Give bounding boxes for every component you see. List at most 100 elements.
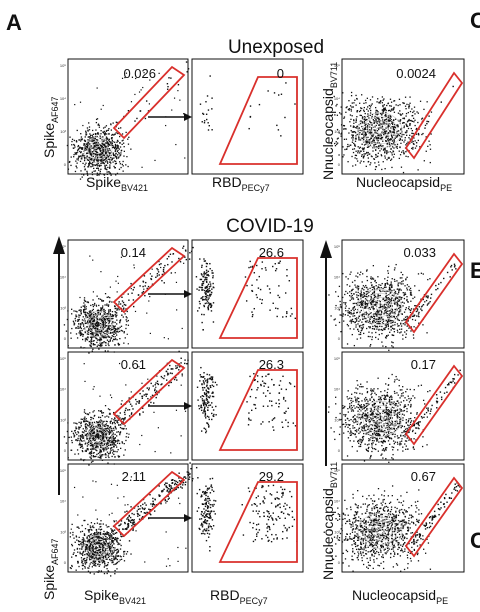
event-dot [99, 449, 101, 451]
event-dot [363, 315, 365, 318]
event-dot [291, 313, 293, 315]
event-dot [396, 441, 399, 443]
event-dot [371, 115, 373, 118]
event-dot [105, 139, 107, 142]
event-dot [100, 153, 102, 155]
event-dot [83, 297, 86, 299]
event-dot [95, 144, 97, 146]
event-dot [363, 294, 366, 296]
event-dot [387, 137, 389, 139]
event-dot [76, 151, 79, 153]
event-dot [101, 454, 103, 456]
event-dot [95, 142, 97, 144]
event-dot [351, 320, 353, 322]
event-dot [369, 287, 371, 290]
event-dot [381, 319, 383, 321]
event-dot [71, 313, 73, 315]
event-dot [378, 333, 380, 336]
event-dot [393, 128, 395, 131]
event-dot [97, 147, 99, 150]
event-dot [340, 135, 342, 137]
event-dot [382, 140, 384, 142]
event-dot [93, 332, 95, 334]
event-dot [79, 443, 81, 446]
event-dot [272, 426, 274, 428]
event-dot [375, 111, 377, 113]
event-dot [384, 312, 386, 314]
event-dot [258, 275, 260, 278]
event-dot [370, 455, 372, 458]
event-dot [101, 318, 103, 321]
event-dot [78, 155, 80, 157]
event-dot [249, 395, 252, 398]
event-dot [108, 440, 110, 442]
event-dot [424, 127, 426, 129]
event-dot [368, 320, 371, 322]
event-dot [366, 305, 368, 307]
event-dot [88, 311, 90, 313]
event-dot [365, 311, 367, 313]
event-dot [86, 155, 88, 157]
event-dot [207, 298, 209, 301]
event-dot [369, 121, 371, 124]
event-dot [368, 139, 370, 141]
event-dot [387, 395, 389, 397]
event-dot [80, 309, 82, 311]
event-dot [120, 127, 122, 129]
event-dot [201, 398, 204, 400]
event-dot [122, 316, 124, 318]
event-dot [138, 401, 140, 403]
event-dot [104, 405, 107, 407]
event-dot [87, 316, 89, 319]
event-dot [287, 407, 289, 409]
event-dot [392, 299, 395, 301]
event-dot [266, 285, 269, 287]
event-dot [350, 125, 352, 127]
event-dot [211, 272, 213, 274]
event-dot [81, 138, 83, 140]
event-dot [364, 116, 366, 118]
event-dot [372, 320, 375, 322]
event-dot [386, 143, 388, 145]
event-dot [375, 124, 377, 127]
event-dot [104, 313, 106, 315]
event-dot [94, 323, 96, 325]
event-dot [277, 307, 279, 310]
event-dot [136, 117, 138, 120]
event-dot [375, 285, 377, 287]
event-dot [78, 426, 80, 428]
event-dot [375, 156, 377, 158]
event-dot [212, 275, 214, 277]
event-dot [382, 430, 384, 433]
event-dot [206, 276, 208, 279]
event-dot [123, 331, 125, 333]
event-dot [370, 277, 372, 280]
event-dot [363, 292, 366, 295]
event-dot [104, 332, 106, 335]
event-dot [90, 444, 92, 447]
event-dot [111, 446, 113, 449]
event-dot [377, 320, 380, 323]
event-dot [384, 327, 386, 329]
event-dot [184, 410, 187, 412]
event-dot [385, 132, 387, 134]
event-dot [380, 148, 383, 150]
event-dot [352, 297, 354, 299]
event-dot [90, 311, 92, 313]
event-dot [76, 433, 78, 436]
event-dot [353, 405, 355, 407]
event-dot [347, 278, 349, 280]
event-dot [109, 339, 111, 341]
event-dot [359, 333, 362, 336]
event-dot [110, 314, 112, 316]
event-dot [117, 422, 119, 424]
event-dot [96, 337, 98, 340]
event-dot [352, 320, 355, 323]
event-dot [102, 150, 104, 153]
event-dot [411, 141, 413, 143]
event-dot [97, 436, 100, 439]
event-dot [71, 144, 73, 146]
event-dot [96, 154, 99, 156]
event-dot [204, 411, 206, 413]
event-dot [253, 403, 255, 406]
